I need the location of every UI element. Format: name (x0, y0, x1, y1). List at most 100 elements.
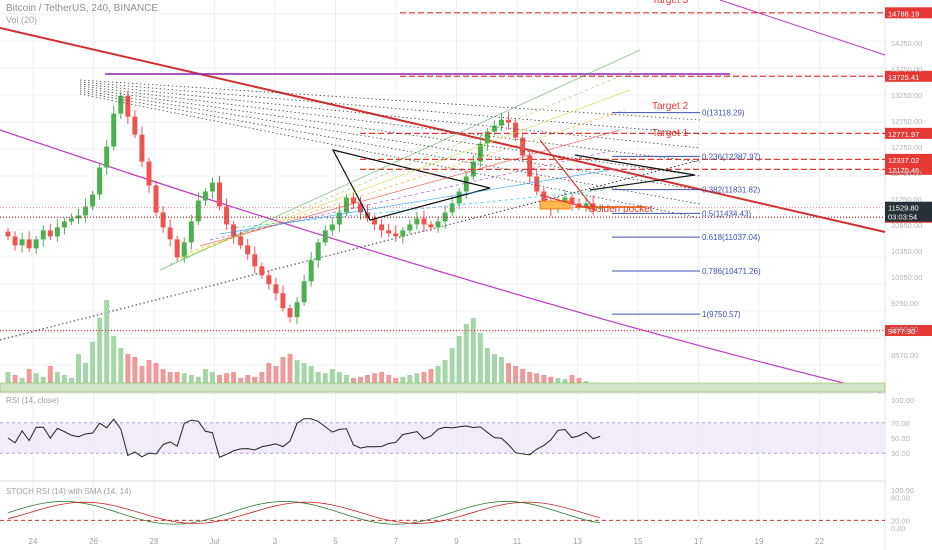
y-tick-label: 11250.00 (891, 195, 922, 204)
ascending-dotted-line (0, 159, 701, 341)
volume-bar (484, 348, 490, 390)
price-tag-bg (885, 163, 932, 175)
volume-bar (139, 366, 145, 390)
volume-bar (111, 336, 117, 390)
volume-bar (167, 372, 173, 390)
x-tick-label: 3 (273, 537, 278, 546)
rsi-tick: 30.00 (891, 449, 910, 458)
price-tag-bg (885, 70, 932, 82)
candle-body (414, 218, 420, 225)
fib-label: 0.5(11434.43) (702, 209, 752, 218)
candle-body (54, 227, 60, 237)
y-tick-label: 8850.00 (891, 325, 918, 334)
candle-body (315, 242, 321, 261)
volume-bar (506, 363, 512, 390)
x-tick-label: 17 (694, 537, 703, 546)
stoch-label: STOCH RSI (14) with SMA (14, 14) (6, 487, 132, 496)
price-tag-label: 14786.19 (888, 9, 919, 18)
y-tick-label: 13750.00 (891, 65, 922, 74)
fib-label: 0.618(11037.04) (702, 233, 760, 242)
annotation-1: Target 2 (652, 101, 689, 112)
x-tick-label: 22 (815, 537, 824, 546)
volume-bar (12, 375, 18, 390)
volume-bar (245, 375, 251, 390)
candle-body (97, 167, 103, 195)
volume-bar (421, 372, 427, 390)
y-tick-label: 12250.00 (891, 143, 922, 152)
candle-body (125, 95, 131, 117)
y-tick-label: 12750.00 (891, 117, 922, 126)
candle-body (202, 191, 208, 201)
volume-bar (407, 375, 413, 390)
volume-bar (132, 357, 138, 390)
stoch-tick: 0.00 (891, 524, 906, 533)
fan-line (79, 79, 701, 121)
candle-body (238, 236, 244, 246)
candle-body (287, 308, 293, 318)
volume-bar (294, 360, 300, 390)
volume-bar (428, 369, 434, 390)
triangle-pattern-1 (331, 149, 491, 221)
volume-bar (322, 373, 328, 390)
candlesticks[interactable] (5, 90, 603, 325)
x-tick-label: 7 (394, 537, 399, 546)
volume-bar (386, 375, 392, 390)
volume-bar (541, 375, 547, 390)
x-tick-label: 24 (29, 537, 38, 546)
red-wedge (539, 139, 597, 212)
candle-body (336, 212, 342, 225)
candle-body (343, 197, 349, 213)
y-tick-label: 8570.00 (891, 351, 918, 360)
candle-body (477, 143, 483, 162)
x-tick-label: 28 (150, 537, 159, 546)
volume-bar (308, 366, 314, 390)
candle-body (421, 218, 427, 225)
candle-body (463, 176, 469, 192)
rsi-line (7, 418, 601, 459)
candle-body (90, 194, 96, 207)
candle-body (68, 218, 74, 222)
fan-line (79, 81, 701, 135)
x-tick-label: 19 (755, 537, 764, 546)
volume-bar (259, 372, 265, 390)
volume-bar (224, 373, 230, 390)
descending-trendline (0, 27, 886, 233)
fan-line (79, 85, 701, 163)
volume-bar (365, 375, 371, 390)
stoch-tick: 100.00 (891, 486, 914, 495)
candle-body (456, 191, 462, 204)
volume-bar (5, 372, 11, 390)
channel-fan-line (229, 189, 606, 229)
price-tag-bg (885, 127, 932, 139)
candle-body (12, 236, 18, 246)
y-tick-label: 9250.00 (891, 299, 918, 308)
candle-body (209, 182, 215, 192)
candle-body (597, 207, 603, 209)
candle-body (442, 212, 448, 222)
price-tag-bg (885, 7, 932, 19)
annotation-0: Target 1 (652, 128, 689, 139)
candle-body (146, 161, 152, 186)
rsi-tick: 70.00 (891, 419, 910, 428)
volume-bar (435, 366, 441, 390)
candle-body (252, 254, 258, 267)
volume-bar (315, 372, 321, 390)
candle-body (372, 218, 378, 225)
x-tick-label: 9 (454, 537, 459, 546)
candle-body (435, 221, 441, 228)
candle-body (111, 113, 117, 147)
volume-bar (54, 372, 60, 390)
price-tag-bg (885, 325, 932, 337)
countdown-label: 03:03:54 (888, 213, 917, 222)
volume-bar (379, 372, 385, 390)
candle-body (160, 212, 166, 228)
candle-body (506, 119, 512, 123)
x-tick-label: 11 (513, 537, 522, 546)
x-tick-label: 5 (333, 537, 338, 546)
candle-body (167, 227, 173, 240)
volume-bar (153, 363, 159, 390)
candle-body (329, 224, 335, 231)
annotation-3: Golden pocket (588, 204, 653, 215)
candle-body (407, 224, 413, 231)
